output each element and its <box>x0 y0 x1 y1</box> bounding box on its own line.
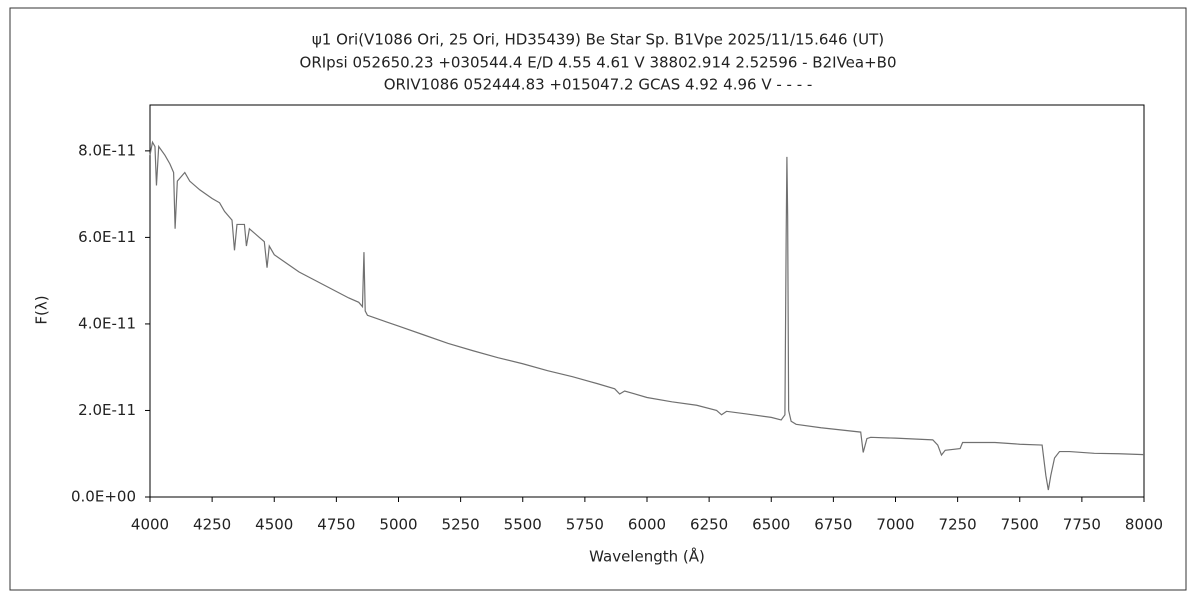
chart-subtitle: ORIV1086 052444.83 +015047.2 GCAS 4.92 4… <box>384 76 813 94</box>
y-axis-label: F(λ) <box>33 295 51 324</box>
x-tick-label: 5500 <box>504 516 542 534</box>
x-tick-label: 7250 <box>939 516 977 534</box>
x-tick-label: 6500 <box>752 516 790 534</box>
x-tick-label: 4000 <box>131 516 169 534</box>
x-tick-label: 7000 <box>876 516 914 534</box>
x-axis-label: Wavelength (Å) <box>589 547 705 566</box>
y-tick-label: 4.0E-11 <box>78 314 136 332</box>
y-tick-label: 8.0E-11 <box>78 141 136 159</box>
spectrum-line <box>149 140 1145 491</box>
plot-area <box>149 104 1145 498</box>
x-tick-label: 7750 <box>1063 516 1101 534</box>
x-tick-label: 6000 <box>628 516 666 534</box>
x-tick-label: 5000 <box>379 516 417 534</box>
chart-title: ψ1 Ori(V1086 Ori, 25 Ori, HD35439) Be St… <box>312 31 884 49</box>
x-tick-label: 4750 <box>317 516 355 534</box>
frame <box>9 7 1187 591</box>
x-tick-label: 6250 <box>690 516 728 534</box>
x-tick-label: 5750 <box>566 516 604 534</box>
x-tick-label: 4250 <box>193 516 231 534</box>
x-tick-label: 7500 <box>1001 516 1039 534</box>
x-tick-label: 8000 <box>1125 516 1163 534</box>
x-tick-label: 5250 <box>442 516 480 534</box>
x-tick-label: 6750 <box>814 516 852 534</box>
y-tick-label: 0.0E+00 <box>71 488 136 506</box>
x-tick-label: 4500 <box>255 516 293 534</box>
chart-subtitle: ORIpsi 052650.23 +030544.4 E/D 4.55 4.61… <box>300 54 897 72</box>
y-tick-label: 6.0E-11 <box>78 228 136 246</box>
y-tick-label: 2.0E-11 <box>78 401 136 419</box>
